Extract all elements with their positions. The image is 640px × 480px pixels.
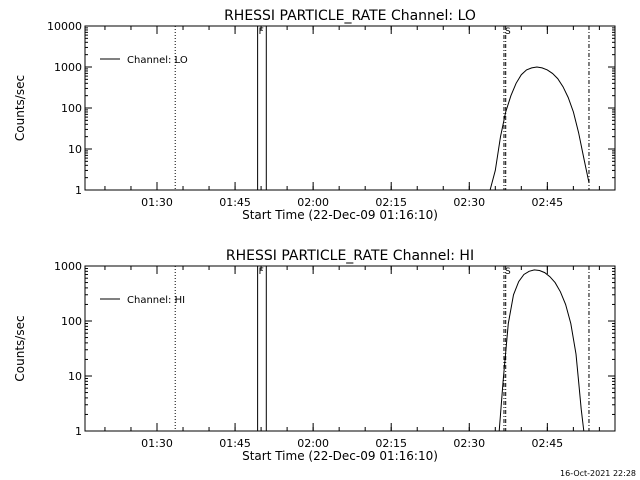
chart-title: RHESSI PARTICLE_RATE Channel: HI <box>226 248 474 264</box>
x-tick-label: 01:45 <box>219 437 251 450</box>
chart-panel-1: RHESSI PARTICLE_RATE Channel: LO 1 10 100 10… <box>13 8 616 222</box>
x-tick-label: 02:30 <box>453 196 485 209</box>
y-axis-label: Counts/sec <box>13 315 27 381</box>
x-tick-label: 02:45 <box>531 437 563 450</box>
y-tick-label: 1 <box>75 425 82 438</box>
x-axis-label: Start Time (22-Dec-09 01:16:10) <box>242 449 438 463</box>
y-axis-label: Counts/sec <box>13 75 27 141</box>
plot-frame <box>84 265 616 432</box>
x-tick-label: 02:15 <box>375 196 407 209</box>
y-tick-label: 10000 <box>47 20 82 33</box>
legend-label: Channel: LO <box>127 55 188 66</box>
x-tick-label: 02:45 <box>531 196 563 209</box>
time-marker-label: F <box>259 27 264 37</box>
time-marker-label: S <box>505 267 511 277</box>
plot-frame <box>84 25 616 191</box>
x-axis-label: Start Time (22-Dec-09 01:16:10) <box>242 208 438 222</box>
time-marker-label: S <box>505 27 511 37</box>
y-tick-label: 100 <box>61 315 82 328</box>
footer-timestamp: 16-Oct-2021 22:28 <box>560 469 636 478</box>
x-tick-label: 01:45 <box>219 196 251 209</box>
x-tick-label: 02:15 <box>375 437 407 450</box>
series-line <box>489 66 590 191</box>
x-tick-label: 02:00 <box>297 196 329 209</box>
y-tick-label: 10 <box>68 370 82 383</box>
x-tick-label: 02:00 <box>297 437 329 450</box>
y-tick-label: 1000 <box>54 260 82 273</box>
y-tick-label: 1 <box>75 184 82 197</box>
time-marker-label: F <box>259 267 264 277</box>
chart-title: RHESSI PARTICLE_RATE Channel: LO <box>224 8 476 24</box>
x-tick-label: 01:30 <box>141 196 173 209</box>
legend-label: Channel: HI <box>127 295 185 306</box>
x-tick-label: 02:30 <box>453 437 485 450</box>
chart-panel-2: RHESSI PARTICLE_RATE Channel: HI 1 10 100 10… <box>13 248 616 463</box>
x-tick-label: 01:30 <box>141 437 173 450</box>
series-line <box>498 269 585 432</box>
y-tick-label: 1000 <box>54 61 82 74</box>
y-tick-label: 10 <box>68 143 82 156</box>
y-tick-label: 100 <box>61 102 82 115</box>
